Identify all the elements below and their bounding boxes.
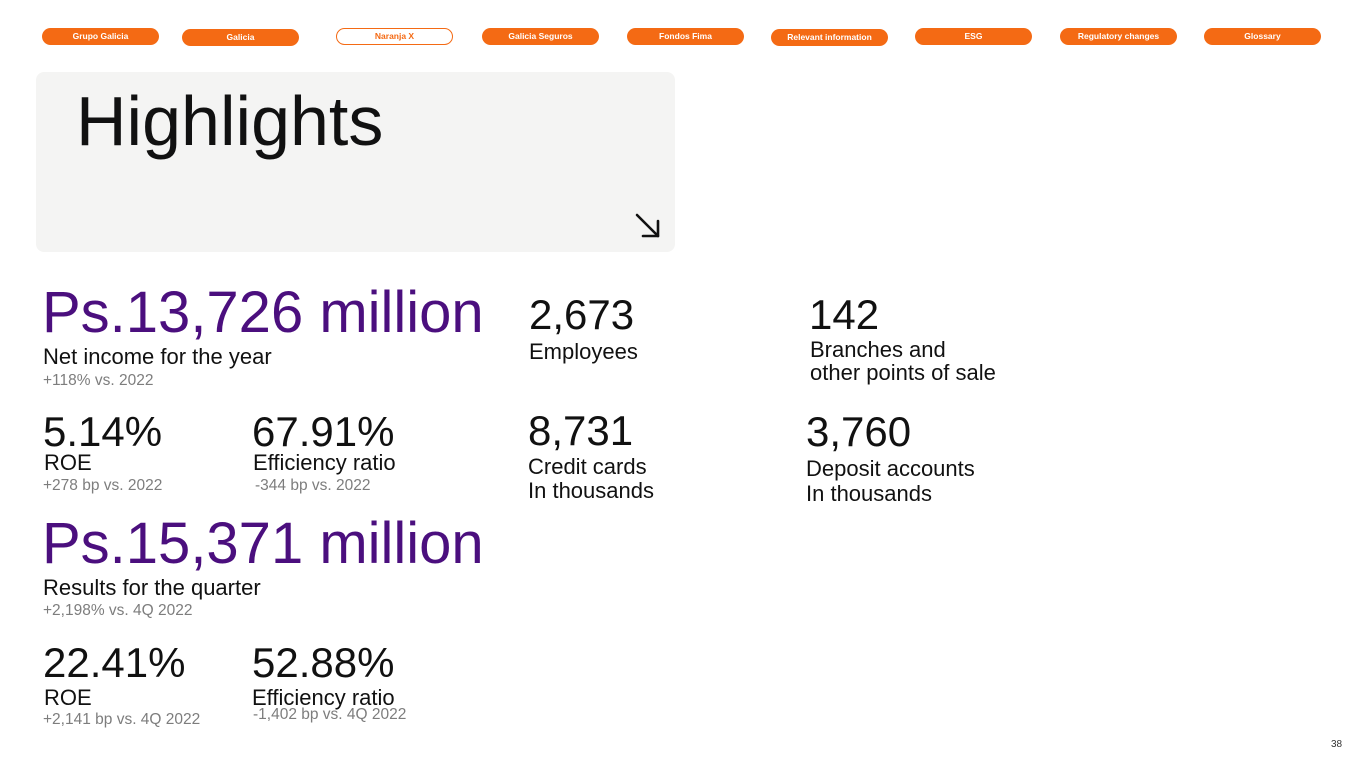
nav-relevant-information-button[interactable]: Relevant information bbox=[771, 29, 888, 46]
annual-efficiency-change: -344 bp vs. 2022 bbox=[255, 477, 371, 494]
net-income-label: Net income for the year bbox=[43, 344, 272, 369]
deposit-accounts-value: 3,760 bbox=[806, 408, 912, 455]
quarter-roe-value: 22.41% bbox=[43, 639, 186, 686]
nav-glossary-button[interactable]: Glossary bbox=[1204, 28, 1321, 45]
annual-roe-value: 5.14% bbox=[43, 408, 163, 455]
quarter-results-label: Results for the quarter bbox=[43, 575, 261, 600]
highlights-panel: Highlights bbox=[36, 72, 675, 252]
nav-naranja-x-button[interactable]: Naranja X bbox=[336, 28, 453, 45]
net-income-change: +118% vs. 2022 bbox=[43, 372, 154, 389]
employees-value: 2,673 bbox=[529, 291, 635, 338]
nav-galicia-seguros-button[interactable]: Galicia Seguros bbox=[482, 28, 599, 45]
quarter-results-value: Ps.15,371 million bbox=[42, 511, 484, 576]
credit-cards-label-line2: In thousands bbox=[528, 478, 654, 503]
employees-label: Employees bbox=[529, 339, 638, 364]
top-navigation: Grupo Galicia Galicia Naranja X Galicia … bbox=[0, 0, 1365, 60]
credit-cards-value: 8,731 bbox=[528, 407, 634, 454]
nav-regulatory-changes-button[interactable]: Regulatory changes bbox=[1060, 28, 1177, 45]
quarter-results-change: +2,198% vs. 4Q 2022 bbox=[43, 602, 193, 619]
quarter-efficiency-value: 52.88% bbox=[252, 639, 395, 686]
credit-cards-label-line1: Credit cards bbox=[528, 454, 647, 479]
branches-label-line2: other points of sale bbox=[810, 360, 996, 385]
annual-efficiency-value: 67.91% bbox=[252, 408, 395, 455]
deposit-accounts-label-line1: Deposit accounts bbox=[806, 456, 975, 481]
page-number: 38 bbox=[1331, 739, 1343, 750]
nav-fondos-fima-button[interactable]: Fondos Fima bbox=[627, 28, 744, 45]
nav-galicia-button[interactable]: Galicia bbox=[182, 29, 299, 46]
arrow-down-right-icon[interactable] bbox=[633, 211, 663, 241]
net-income-value: Ps.13,726 million bbox=[42, 280, 484, 345]
branches-value: 142 bbox=[809, 291, 880, 338]
annual-roe-change: +278 bp vs. 2022 bbox=[43, 477, 163, 494]
quarter-roe-change: +2,141 bp vs. 4Q 2022 bbox=[43, 711, 201, 728]
quarter-efficiency-label: Efficiency ratio bbox=[252, 685, 395, 710]
annual-roe-label: ROE bbox=[44, 450, 92, 475]
quarter-roe-label: ROE bbox=[44, 685, 92, 710]
branches-label-line1: Branches and bbox=[810, 337, 946, 362]
nav-grupo-galicia-button[interactable]: Grupo Galicia bbox=[42, 28, 159, 45]
nav-esg-button[interactable]: ESG bbox=[915, 28, 1032, 45]
deposit-accounts-label-line2: In thousands bbox=[806, 481, 932, 506]
quarter-efficiency-change: -1,402 bp vs. 4Q 2022 bbox=[253, 706, 407, 723]
annual-efficiency-label: Efficiency ratio bbox=[253, 450, 396, 475]
page-title: Highlights bbox=[76, 82, 384, 160]
